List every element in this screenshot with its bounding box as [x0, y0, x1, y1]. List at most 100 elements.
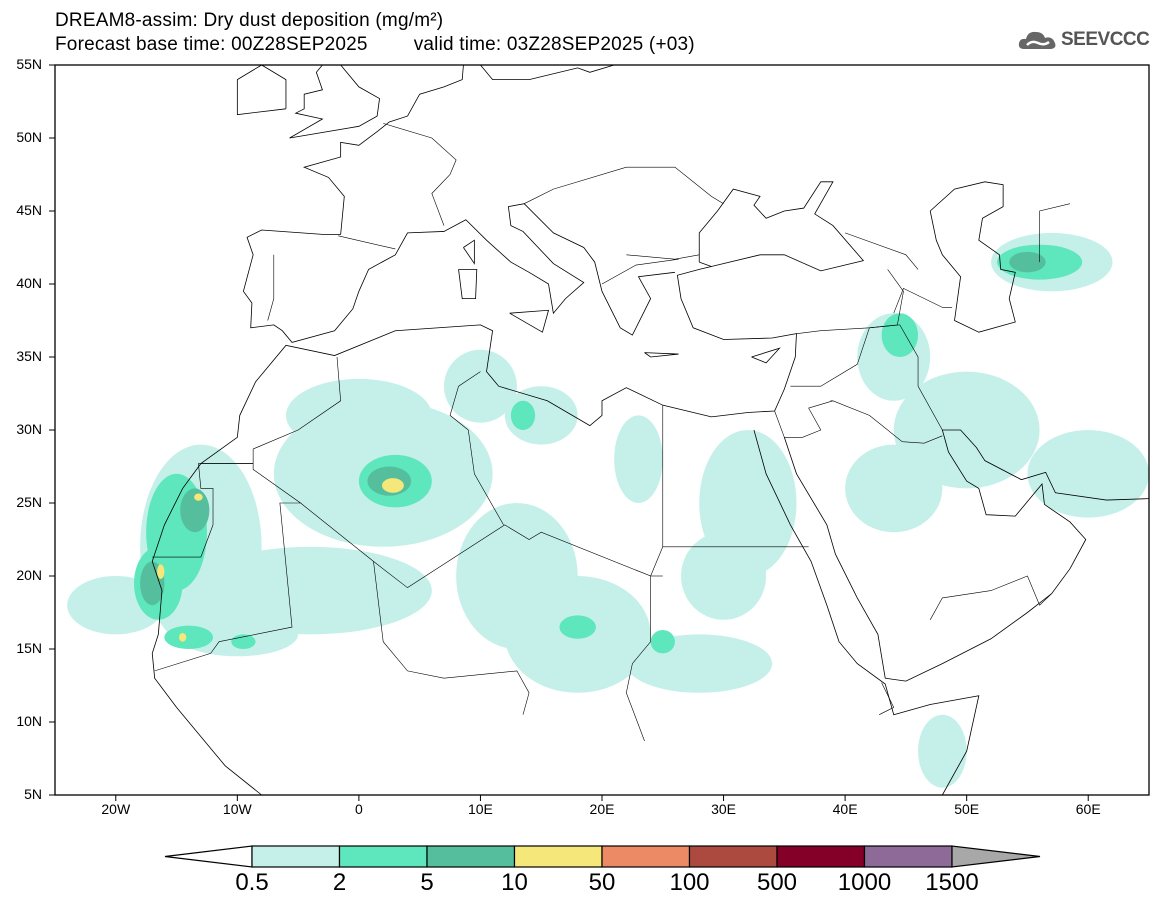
- country-border: [990, 575, 1052, 606]
- lat-label: 45N: [16, 202, 42, 218]
- coastlines: [151, 64, 1150, 796]
- dust-area: [510, 400, 536, 430]
- lat-label: 20N: [16, 567, 42, 583]
- lat-label: 15N: [16, 640, 42, 656]
- colorbar-swatch: [776, 845, 866, 868]
- seevccc-logo: SEEVCCC: [1018, 28, 1150, 52]
- dust-area: [918, 714, 967, 788]
- colorbar-swatch: [338, 845, 428, 868]
- country-border: [893, 287, 953, 314]
- coastline: [289, 64, 324, 139]
- lon-label: 0: [354, 801, 363, 817]
- coastline: [783, 429, 1150, 682]
- country-border: [154, 463, 302, 672]
- country-border: [879, 682, 895, 715]
- dust-area: [157, 564, 165, 579]
- coastline: [751, 347, 781, 364]
- colorbar-label: 50: [588, 869, 616, 896]
- colorbar-label: 100: [669, 869, 710, 896]
- dust-area: [176, 612, 299, 657]
- country-border: [784, 400, 834, 438]
- dust-area: [164, 625, 214, 649]
- lon-label: 10E: [467, 801, 493, 817]
- colorbar-label: 500: [756, 869, 798, 896]
- dust-area: [626, 634, 773, 693]
- colorbar-swatch: [601, 845, 691, 868]
- lat-label: 35N: [16, 348, 42, 364]
- colorbar-swatch: [426, 845, 516, 868]
- coastline: [698, 181, 865, 272]
- coastline: [236, 64, 287, 116]
- logo-text: SEEVCCC: [1061, 29, 1150, 50]
- colorbar-label: 2: [332, 869, 347, 896]
- country-border: [338, 235, 396, 250]
- lat-label: 55N: [16, 56, 42, 72]
- coastline: [242, 64, 675, 343]
- colorbar-swatch: [513, 845, 603, 868]
- colorbar-label: 5: [420, 869, 434, 896]
- dust-area: [285, 378, 432, 452]
- dust-area: [650, 630, 675, 654]
- lat-label: 30N: [16, 421, 42, 437]
- country-border: [650, 546, 664, 577]
- coastline: [480, 64, 615, 80]
- colorbar-label: 0.5: [235, 869, 269, 896]
- coastline: [463, 239, 475, 265]
- country-borders: [152, 123, 1071, 742]
- dust-contours: [67, 232, 1149, 788]
- country-border: [774, 410, 785, 438]
- lon-label: 50E: [954, 801, 980, 817]
- country-border: [300, 502, 651, 742]
- country-border: [449, 371, 481, 431]
- dust-area: [1027, 430, 1149, 518]
- map-title: DREAM8-assim: Dry dust deposition (mg/m²…: [55, 10, 444, 31]
- time-info: Forecast base time: 00Z28SEP2025 valid ti…: [55, 34, 695, 56]
- dust-area: [178, 632, 187, 642]
- country-border: [152, 463, 254, 558]
- coastline: [929, 181, 1016, 333]
- country-border: [1039, 203, 1071, 263]
- lon-label: 10W: [222, 801, 252, 817]
- country-border: [524, 166, 724, 204]
- dust-area: [1009, 251, 1046, 273]
- base-time: Forecast base time: 00Z28SEP2025: [55, 34, 368, 55]
- colorbar: [164, 845, 1041, 868]
- dust-area: [443, 349, 517, 423]
- lat-label: 40N: [16, 275, 42, 291]
- dust-area: [381, 478, 404, 493]
- lon-label: 40E: [832, 801, 858, 817]
- dust-area: [559, 615, 596, 639]
- colorbar-swatch: [863, 845, 953, 868]
- coastline: [509, 309, 550, 333]
- colorbar-label: 1500: [925, 869, 979, 896]
- dust-area: [180, 488, 210, 533]
- valid-time: valid time: 03Z28SEP2025 (+03): [413, 34, 695, 55]
- coastline: [289, 64, 380, 139]
- colorbar-over-arrow: [951, 845, 1041, 868]
- lat-label: 50N: [16, 129, 42, 145]
- colorbar-under-arrow: [164, 845, 253, 868]
- dust-area: [188, 546, 432, 635]
- country-border: [626, 254, 700, 260]
- dust-area: [681, 532, 767, 620]
- coastline: [151, 266, 797, 708]
- lat-label: 25N: [16, 494, 42, 510]
- lat-label: 10N: [16, 713, 42, 729]
- country-border: [267, 254, 275, 321]
- colorbar-label: 1000: [837, 869, 892, 896]
- coastline: [176, 707, 262, 796]
- coastline: [458, 268, 478, 300]
- dust-area: [881, 313, 919, 357]
- dust-area: [893, 371, 1040, 489]
- country-border: [845, 232, 919, 270]
- country-border: [467, 429, 504, 526]
- colorbar-label: 10: [501, 869, 528, 896]
- axis-ticks: [49, 64, 1089, 801]
- coastline: [644, 352, 679, 358]
- country-border: [252, 356, 341, 464]
- cloud-icon: [1018, 31, 1056, 49]
- country-border: [373, 561, 530, 715]
- lon-label: 20E: [589, 801, 615, 817]
- country-border: [601, 258, 679, 285]
